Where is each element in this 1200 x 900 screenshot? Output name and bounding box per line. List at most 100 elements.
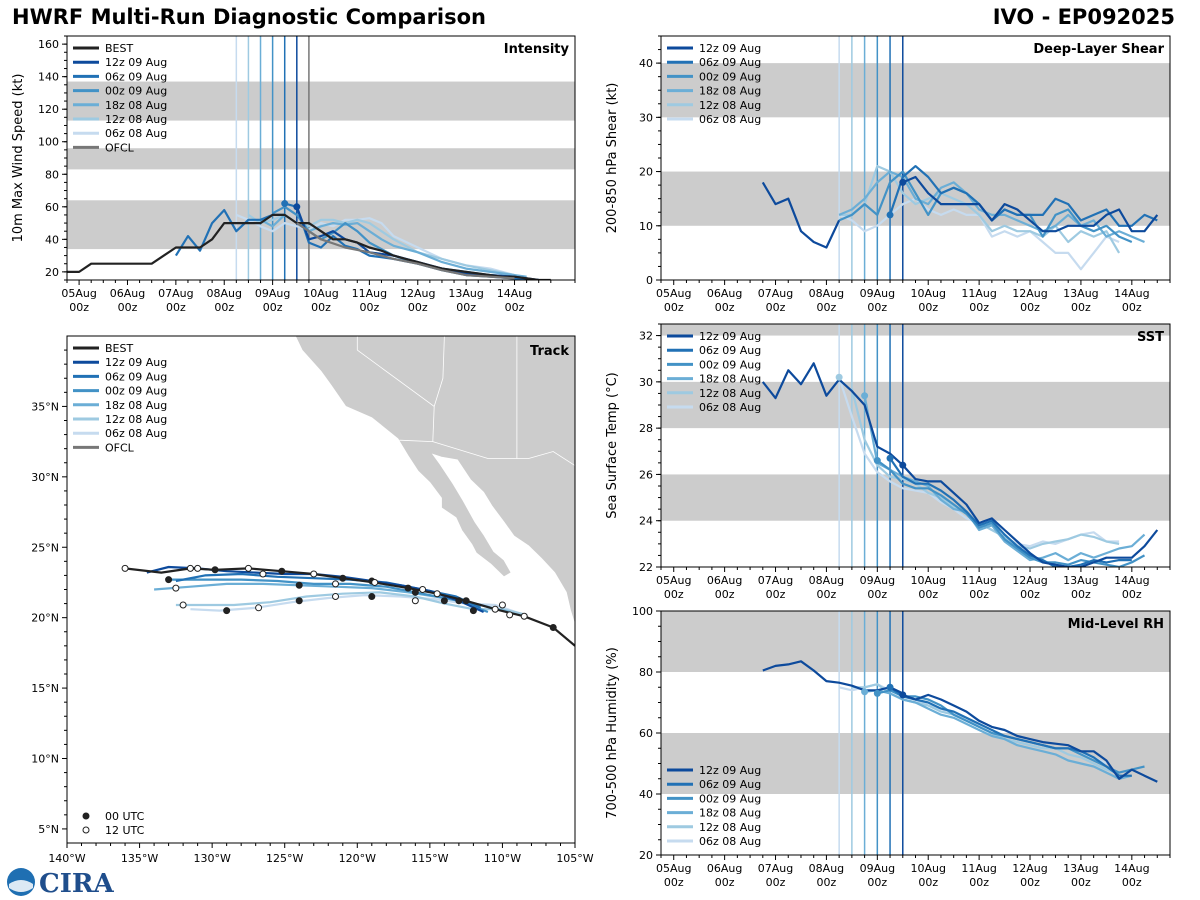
political-border xyxy=(433,336,445,407)
rh-xtick-label: 07Aug xyxy=(758,862,793,875)
shear-xtick-label: 13Aug xyxy=(1063,287,1098,300)
political-border xyxy=(399,439,575,466)
shear-xtick-label: 09Aug xyxy=(860,287,895,300)
rh-xtick-label: 09Aug xyxy=(860,862,895,875)
track-best-point xyxy=(211,566,219,574)
intensity-band xyxy=(67,81,575,121)
intensity-xtick-label: 00z xyxy=(214,301,234,314)
track-marker-legend-symbol xyxy=(82,812,90,820)
sst-xtick-label: 09Aug xyxy=(860,574,895,587)
intensity-xtick-label: 10Aug xyxy=(303,287,338,300)
intensity-ytick-label: 120 xyxy=(38,103,59,116)
track-plot-area xyxy=(121,336,575,647)
rh-xtick-label: 00z xyxy=(1071,876,1091,889)
track-xtick-label: 135°W xyxy=(121,852,158,865)
intensity-xtick-label: 00z xyxy=(311,301,331,314)
track-xtick-label: 120°W xyxy=(339,852,376,865)
intensity-xtick-label: 12Aug xyxy=(400,287,435,300)
track-best-point xyxy=(404,584,412,592)
rh-ytick-label: 40 xyxy=(639,788,653,801)
sst-xtick-label: 00z xyxy=(1122,588,1142,601)
track-legend-label: 12z 09 Aug xyxy=(105,356,167,369)
figure-title: HWRF Multi-Run Diagnostic Comparison xyxy=(12,5,487,29)
sst-ytick-label: 28 xyxy=(639,422,653,435)
sst-series-1 xyxy=(889,457,1132,567)
rh-xtick-label: 00z xyxy=(817,876,837,889)
track-marker-legend-symbol xyxy=(82,826,90,834)
track-legend-label: 06z 09 Aug xyxy=(105,370,167,383)
noaa-gull-icon xyxy=(9,880,33,892)
rh-point xyxy=(886,683,894,691)
sst-legend-label: 00z 09 Aug xyxy=(699,358,761,371)
intensity-point xyxy=(281,200,289,208)
shear-xtick-label: 00z xyxy=(1122,301,1142,314)
track-ytick-label: 30°N xyxy=(31,471,59,484)
intensity-band xyxy=(67,200,575,250)
shear-xtick-label: 05Aug xyxy=(656,287,691,300)
sst-xtick-label: 00z xyxy=(1071,588,1091,601)
intensity-xtick-label: 00z xyxy=(118,301,138,314)
rh-xtick-label: 10Aug xyxy=(910,862,945,875)
rh-xtick-label: 12Aug xyxy=(1012,862,1047,875)
sst-chart: 05Aug00z06Aug00z07Aug00z08Aug00z09Aug00z… xyxy=(605,323,1171,601)
intensity-band xyxy=(67,148,575,170)
track-best-point xyxy=(186,564,194,572)
intensity-plot-area xyxy=(67,36,575,280)
rh-ytick-label: 80 xyxy=(639,666,653,679)
shear-ytick-label: 20 xyxy=(639,166,653,179)
shear-xtick-label: 07Aug xyxy=(758,287,793,300)
shear-chart: 05Aug00z06Aug00z07Aug00z08Aug00z09Aug00z… xyxy=(605,35,1171,314)
sst-band xyxy=(661,381,1170,429)
shear-legend-label: 12z 08 Aug xyxy=(699,99,761,112)
sst-point xyxy=(886,454,894,462)
intensity-ytick-label: 80 xyxy=(45,168,59,181)
intensity-ylabel: 10m Max Wind Speed (kt) xyxy=(11,74,26,243)
track-best-point xyxy=(549,624,557,632)
rh-xtick-label: 14Aug xyxy=(1114,862,1149,875)
track-run-point xyxy=(172,584,180,592)
rh-legend-label: 06z 08 Aug xyxy=(699,835,761,848)
track-marker-legend-label: 00 UTC xyxy=(105,810,145,823)
sst-xtick-label: 00z xyxy=(766,588,786,601)
rh-ylabel: 700-500 hPa Humidity (%) xyxy=(605,647,620,819)
intensity-xtick-label: 00z xyxy=(166,301,186,314)
track-best-point xyxy=(121,564,129,572)
track-xtick-label: 130°W xyxy=(193,852,230,865)
land-mass xyxy=(294,336,575,625)
track-legend-label: 18z 08 Aug xyxy=(105,399,167,412)
sst-legend-label: 06z 08 Aug xyxy=(699,401,761,414)
shear-xtick-label: 14Aug xyxy=(1114,287,1149,300)
sst-point xyxy=(835,373,843,381)
track-run-point xyxy=(368,593,376,601)
rh-plot-area xyxy=(661,611,1170,855)
shear-legend-label: 12z 09 Aug xyxy=(699,42,761,55)
sst-xtick-label: 10Aug xyxy=(910,574,945,587)
shear-ytick-label: 40 xyxy=(639,57,653,70)
rh-xtick-label: 00z xyxy=(969,876,989,889)
track-ytick-label: 25°N xyxy=(31,541,59,554)
sst-xtick-label: 14Aug xyxy=(1114,574,1149,587)
shear-xtick-label: 00z xyxy=(715,301,735,314)
track-best-point xyxy=(244,564,252,572)
shear-point xyxy=(899,178,907,186)
sst-legend-label: 12z 09 Aug xyxy=(699,330,761,343)
rh-xtick-label: 11Aug xyxy=(961,862,996,875)
rh-series-0 xyxy=(902,693,1158,783)
intensity-ytick-label: 100 xyxy=(38,136,59,149)
sst-series-3 xyxy=(863,395,1146,562)
noaa-cira-logo: CIRA xyxy=(7,868,114,898)
storm-id: IVO - EP092025 xyxy=(992,5,1175,29)
political-border xyxy=(432,406,435,442)
sst-series-history xyxy=(761,362,904,467)
track-best-point xyxy=(433,590,441,598)
shear-series-0 xyxy=(902,175,1159,233)
sst-xtick-label: 00z xyxy=(969,588,989,601)
intensity-xtick-label: 08Aug xyxy=(206,287,241,300)
cira-logo-text: CIRA xyxy=(39,869,114,898)
sst-legend-label: 18z 08 Aug xyxy=(699,373,761,386)
intensity-xtick-label: 05Aug xyxy=(61,287,96,300)
intensity-xtick-label: 00z xyxy=(505,301,525,314)
track-legend-label: 12z 08 Aug xyxy=(105,413,167,426)
track-legend-label: 00z 09 Aug xyxy=(105,385,167,398)
shear-legend-label: 00z 09 Aug xyxy=(699,70,761,83)
